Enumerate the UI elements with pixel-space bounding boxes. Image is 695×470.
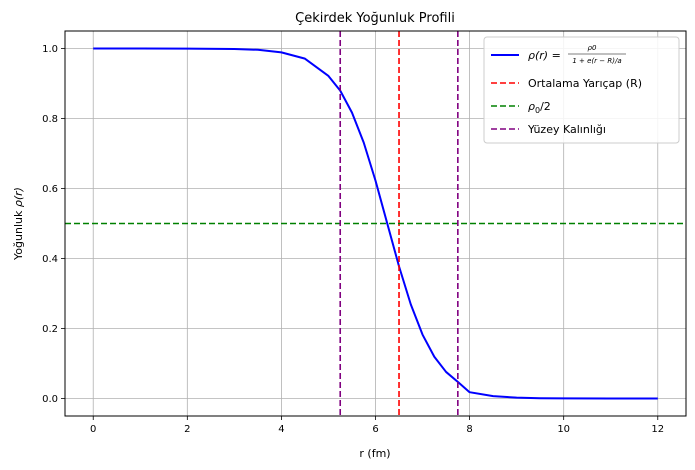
legend-label-half-density: ρ0/2 (528, 100, 551, 115)
legend-curve-lhs: ρ(r) = (528, 49, 561, 62)
y-tick-label: 0.8 (42, 114, 58, 125)
axis-ticks: 0 2 4 6 8 10 12 0.0 0.2 0.4 0.6 0.8 1.0 (42, 44, 664, 435)
density-curve (93, 47, 658, 400)
legend-half-subscript: 0 (535, 106, 540, 115)
y-tick-label: 0.2 (42, 324, 58, 335)
x-tick-label: 4 (278, 424, 284, 435)
x-tick-label: 12 (651, 424, 664, 435)
legend-frame (483, 36, 680, 144)
y-tick-label: 0.0 (42, 394, 58, 405)
x-tick-label: 10 (557, 424, 570, 435)
legend-half-rho: ρ (528, 100, 535, 113)
legend: ρ(r) = ρ0 1 + e(r − R)/a Ortalama Yarıça… (483, 36, 680, 144)
plot-series (65, 31, 686, 416)
x-tick-label: 0 (90, 424, 96, 435)
y-tick-label: 1.0 (42, 44, 58, 55)
y-axis-label: Yoğunluk ρ(r) (12, 187, 25, 261)
y-tick-label: 0.4 (42, 254, 58, 265)
legend-label-surface: Yüzey Kalınlığı (527, 123, 606, 136)
x-axis-label: r (fm) (359, 447, 390, 460)
y-tick-label: 0.6 (42, 184, 58, 195)
legend-half-rest: /2 (540, 100, 551, 113)
x-tick-label: 8 (466, 424, 472, 435)
legend-curve-numerator: ρ0 (588, 44, 597, 52)
legend-curve-denominator: 1 + e(r − R)/a (572, 57, 621, 65)
x-tick-label: 2 (184, 424, 190, 435)
x-tick-label: 6 (372, 424, 378, 435)
y-axis-label-prefix: Yoğunluk (12, 207, 25, 261)
chart-title: Çekirdek Yoğunluk Profili (295, 11, 455, 26)
y-axis-label-math: ρ(r) (12, 187, 25, 207)
legend-label-radius: Ortalama Yarıçap (R) (528, 77, 642, 90)
